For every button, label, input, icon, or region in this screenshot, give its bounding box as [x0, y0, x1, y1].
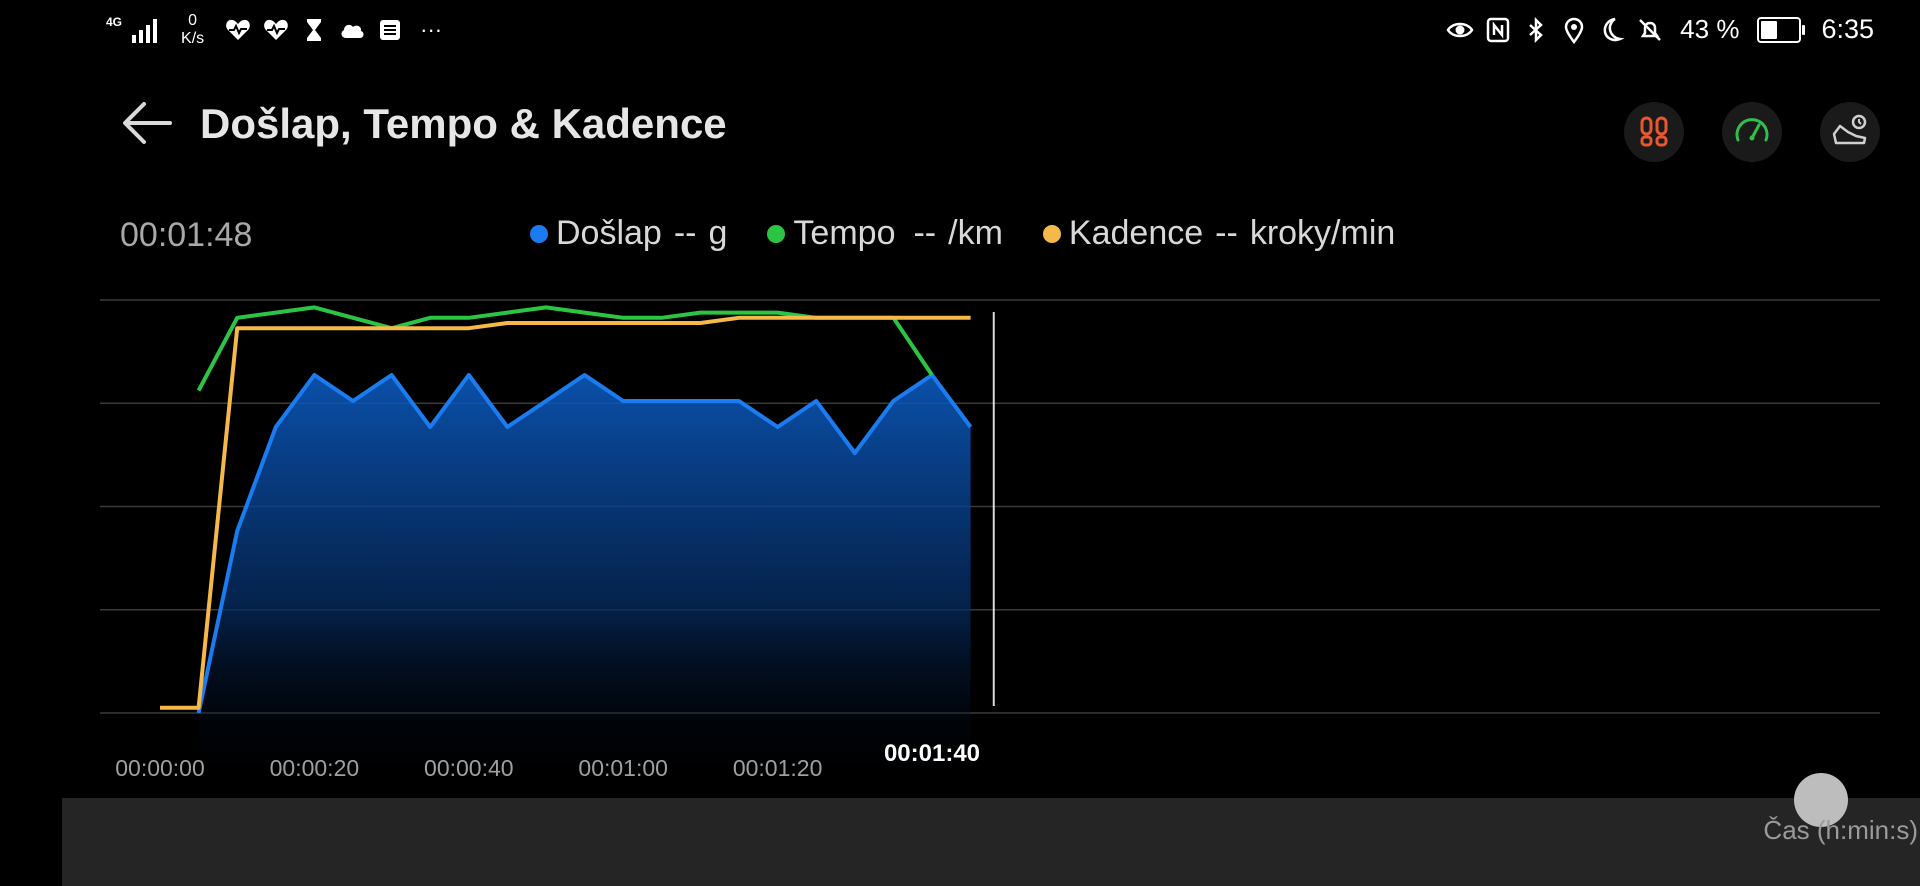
battery-icon	[1757, 16, 1806, 43]
legend-dot	[1042, 224, 1061, 243]
series-line-došlap	[196, 373, 973, 714]
legend-value: --	[673, 214, 697, 252]
x-tick-label: 00:00:20	[270, 755, 360, 781]
chart-legend: Došlap -- g Tempo -- /km Kadence -- krok…	[530, 214, 1435, 253]
legend-label: Kadence	[1068, 214, 1204, 252]
cloud-icon	[341, 24, 364, 38]
footprints-mode-button[interactable]	[1624, 102, 1684, 162]
muted-bell-icon	[1639, 18, 1662, 41]
do-not-disturb-icon	[1603, 17, 1625, 41]
page-title: Došlap, Tempo & Kadence	[200, 100, 727, 147]
more-notifications-icon: ···	[420, 17, 443, 42]
series-area-došlap	[198, 375, 971, 790]
legend-dot	[767, 224, 786, 243]
speedometer-icon	[1735, 118, 1769, 142]
legend-dot	[530, 224, 548, 243]
x-axis-title: Čas (h:min:s)	[1763, 815, 1918, 845]
legend-unit: kroky/min	[1249, 214, 1396, 252]
bottom-panel	[62, 798, 1920, 886]
legend-unit: g	[708, 214, 728, 252]
legend-item-tempo: Tempo -- /km	[767, 214, 1003, 253]
legend-label: Tempo	[793, 214, 896, 252]
bluetooth-icon	[1529, 16, 1543, 43]
network-speed: 0 K/s	[181, 12, 205, 47]
eye-comfort-icon	[1446, 22, 1474, 37]
legend-label: Došlap	[556, 214, 662, 252]
speedometer-mode-button[interactable]	[1722, 102, 1782, 162]
nfc-icon	[1486, 17, 1510, 42]
series-line-kadence	[160, 315, 971, 710]
shoe-mode-button[interactable]	[1820, 102, 1880, 162]
legend-unit: /km	[948, 214, 1003, 252]
current-time: 00:01:48	[120, 216, 253, 254]
battery-percent: 43 %	[1680, 14, 1740, 44]
status-bar: 4G 0 K/s ··· 43 % 6:35	[0, 0, 1920, 60]
heart-rate-icon	[264, 19, 288, 40]
footprints-icon	[1640, 116, 1668, 147]
header: Došlap, Tempo & Kadence	[0, 80, 1920, 162]
x-tick-label: 00:00:00	[115, 755, 205, 781]
legend-value: --	[913, 214, 937, 252]
legend-item-doslap: Došlap -- g	[530, 214, 727, 253]
x-tick-label: 00:01:00	[578, 755, 668, 781]
x-tick-label: 00:00:40	[424, 755, 514, 781]
series-line-tempo	[196, 305, 934, 392]
legend-item-kadence: Kadence -- kroky/min	[1042, 214, 1396, 253]
signal-icon	[132, 17, 158, 43]
legend-value: --	[1215, 214, 1238, 252]
scrub-handle[interactable]	[1794, 773, 1848, 827]
network-type: 4G	[106, 15, 123, 29]
x-tick-label-active: 00:01:40	[884, 740, 980, 767]
app-notification-icon	[380, 20, 401, 40]
back-arrow-icon[interactable]	[118, 94, 176, 152]
heart-rate-icon	[226, 19, 250, 40]
x-tick-label: 00:01:20	[733, 755, 823, 781]
hourglass-icon	[307, 19, 322, 41]
clock: 6:35	[1821, 14, 1874, 44]
shoe-icon	[1832, 114, 1867, 145]
location-icon	[1564, 17, 1584, 44]
